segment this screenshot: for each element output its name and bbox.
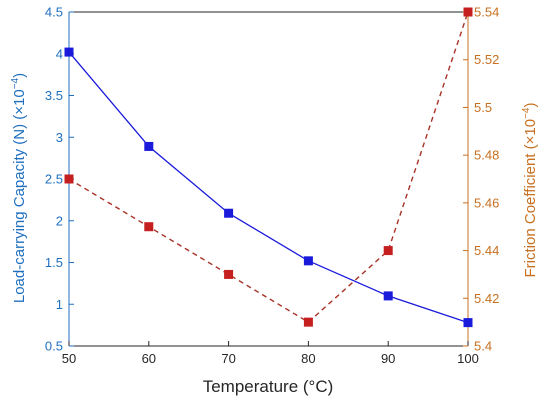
- right-y-tick-label: 5.5: [474, 100, 492, 115]
- load-capacity-data-point: [144, 141, 154, 151]
- right-y-axis-label-exponent: −4: [521, 107, 532, 119]
- right-y-tick-label: 5.42: [474, 291, 499, 306]
- left-y-tick-label: 3.5: [45, 88, 63, 103]
- friction-coefficient-data-point: [463, 7, 473, 17]
- load-capacity-data-point: [383, 291, 393, 301]
- x-axis-label: Temperature (°C): [203, 377, 334, 396]
- left-y-axis-label: Load-carrying Capacity (N) (×10−4): [10, 73, 28, 303]
- friction-coefficient-data-point: [64, 174, 74, 184]
- left-y-tick-label: 3: [56, 130, 63, 145]
- x-tick-label: 60: [142, 351, 156, 366]
- left-y-axis-label-close: ): [11, 73, 28, 78]
- load-capacity-data-point: [64, 47, 74, 57]
- x-tick-label: 90: [381, 351, 395, 366]
- series-layer: [64, 7, 473, 328]
- left-y-tick-label: 0.5: [45, 339, 63, 354]
- left-y-axis-label-exponent: −4: [10, 77, 21, 89]
- left-y-axis-label-main: Load-carrying Capacity (N) (×10: [11, 89, 28, 303]
- left-y-tick-label: 1: [56, 297, 63, 312]
- left-y-tick-label: 4: [56, 46, 63, 61]
- left-y-tick-label: 2.5: [45, 172, 63, 187]
- right-y-axis-label: Friction Coefficient (×10−4): [521, 103, 539, 278]
- right-y-tick-label: 5.48: [474, 148, 499, 163]
- x-tick-label: 70: [221, 351, 235, 366]
- x-tick-label: 80: [301, 351, 315, 366]
- x-tick-label: 100: [457, 351, 479, 366]
- right-y-tick-label: 5.52: [474, 52, 499, 67]
- friction-coefficient-data-point: [303, 317, 313, 327]
- axes: 50 60 70 80 90 100 0.5 1 1.5 2 2.5 3 3.5 4 4.5 5.4 5.42 5…: [45, 5, 499, 367]
- right-y-axis-label-close: ): [522, 103, 539, 108]
- friction-coefficient-data-point: [383, 246, 393, 256]
- right-y-tick-label: 5.54: [474, 5, 499, 20]
- left-y-tick-label: 2: [56, 213, 63, 228]
- load-capacity-series-line: [68, 51, 469, 324]
- right-y-tick-label: 5.44: [474, 243, 499, 258]
- x-tick-label: 50: [62, 351, 76, 366]
- friction-coefficient-series-line: [68, 11, 469, 324]
- right-y-tick-label: 5.46: [474, 195, 499, 210]
- right-y-axis-label-main: Friction Coefficient (×10: [522, 119, 539, 278]
- left-y-tick-label: 1.5: [45, 255, 63, 270]
- friction-coefficient-data-point: [224, 269, 234, 279]
- load-capacity-data-point: [463, 318, 473, 328]
- load-capacity-data-point: [224, 208, 234, 218]
- load-capacity-data-point: [303, 256, 313, 266]
- left-y-tick-label: 4.5: [45, 5, 63, 20]
- right-y-tick-label: 5.4: [474, 339, 492, 354]
- friction-coefficient-data-point: [144, 222, 154, 232]
